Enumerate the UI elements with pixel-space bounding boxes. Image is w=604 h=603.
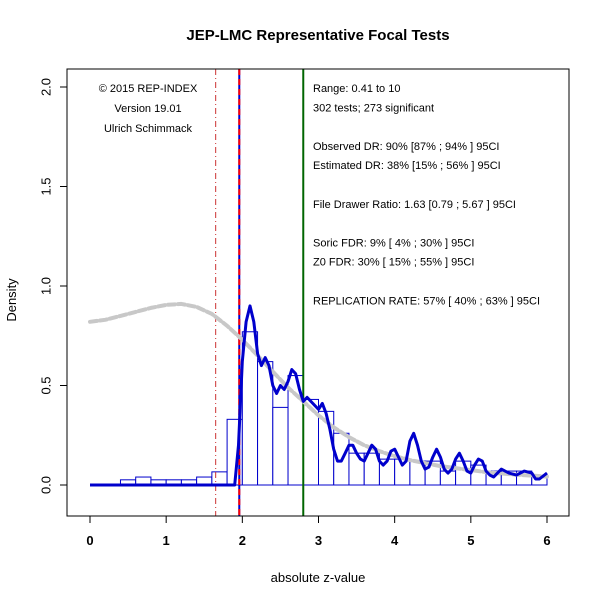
annotation-right-6: File Drawer Ratio: 1.63 [0.79 ; 5.67 ] 9…: [313, 199, 516, 211]
annotation-right-11: REPLICATION RATE: 57% [ 40% ; 63% ] 95CI: [313, 295, 540, 307]
y-tick-label-0: 0.0: [38, 476, 53, 494]
histogram-bar-17: [348, 452, 365, 486]
annotation-left: © 2015 REP-INDEX Version 19.01 Ulrich Schi…: [99, 83, 198, 135]
kernel-density-curve: [90, 304, 548, 487]
annotation-right-4: Estimated DR: 38% [15% ; 56% ] 95CI: [313, 160, 501, 172]
annotation-right-0: Range: 0.41 to 10: [313, 83, 400, 95]
x-tick-label-0: 0: [86, 533, 93, 548]
density-curves: [88, 301, 549, 487]
histogram-bar-12: [272, 406, 289, 486]
y-axis-label: Density: [4, 278, 19, 322]
annotation-left-2: Ulrich Schimmack: [104, 123, 193, 135]
y-tick-label-2: 1.0: [38, 277, 53, 295]
x-tick-label-6: 6: [543, 533, 550, 548]
chart-title: JEP-LMC Representative Focal Tests: [186, 27, 449, 44]
x-axis: 0 1 2 3 4 5 6: [86, 516, 551, 548]
x-tick-label-1: 1: [163, 533, 170, 548]
annotation-left-0: © 2015 REP-INDEX: [99, 83, 198, 95]
y-tick-label-1: 0.5: [38, 376, 53, 394]
annotation-right-8: Soric FDR: 9% [ 4% ; 30% ] 95CI: [313, 237, 474, 249]
x-tick-label-3: 3: [315, 533, 322, 548]
x-tick-label-2: 2: [239, 533, 246, 548]
y-tick-label-3: 1.5: [38, 177, 53, 195]
annotation-right-9: Z0 FDR: 30% [ 15% ; 55% ] 95CI: [313, 257, 474, 269]
histogram-bar-8: [211, 471, 228, 486]
x-tick-label-4: 4: [391, 533, 399, 548]
y-axis: 0.0 0.5 1.0 1.5 2.0: [38, 78, 67, 494]
x-axis-label: absolute z-value: [271, 570, 366, 585]
plot-frame: [66, 68, 570, 517]
x-tick-label-5: 5: [467, 533, 474, 548]
annotation-right-3: Observed DR: 90% [87% ; 94% ] 95CI: [313, 141, 499, 153]
annotation-right: Range: 0.41 to 10 302 tests; 273 signific…: [313, 83, 540, 307]
annotation-right-1: 302 tests; 273 significant: [313, 102, 434, 114]
y-tick-label-4: 2.0: [38, 78, 53, 96]
annotation-left-1: Version 19.01: [114, 103, 181, 115]
